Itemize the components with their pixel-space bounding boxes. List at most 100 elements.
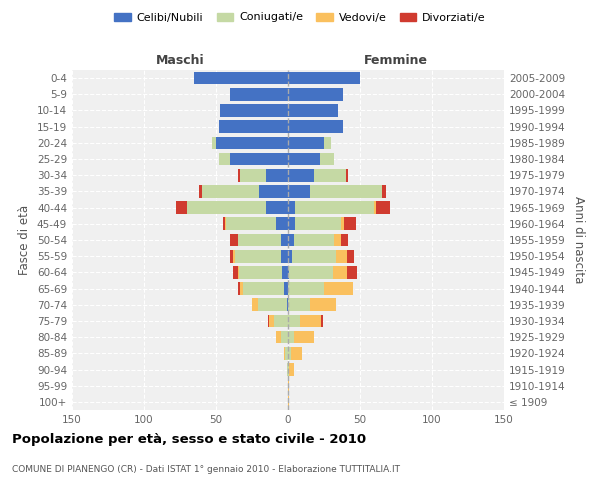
Bar [295, 202, 374, 214]
Bar [334, 234, 341, 246]
Bar [226, 218, 277, 230]
Bar [299, 314, 321, 328]
Bar [230, 88, 288, 101]
Bar [288, 396, 289, 408]
Bar [376, 202, 390, 214]
Bar [194, 72, 288, 85]
Bar [282, 266, 288, 278]
Y-axis label: Anni di nascita: Anni di nascita [572, 196, 585, 284]
Bar [288, 185, 310, 198]
Bar [288, 380, 289, 392]
Text: Popolazione per età, sesso e stato civile - 2010: Popolazione per età, sesso e stato civil… [12, 432, 366, 446]
Bar [288, 202, 295, 214]
Bar [176, 202, 187, 214]
Bar [266, 169, 288, 181]
Bar [321, 314, 323, 328]
Text: Maschi: Maschi [155, 54, 205, 68]
Bar [288, 347, 291, 360]
Bar [281, 331, 288, 344]
Bar [281, 234, 288, 246]
Bar [310, 298, 335, 311]
Bar [288, 266, 289, 278]
Bar [294, 234, 334, 246]
Bar [288, 314, 299, 328]
Bar [277, 218, 288, 230]
Bar [187, 202, 266, 214]
Bar [332, 266, 347, 278]
Bar [287, 298, 288, 311]
Bar [238, 282, 241, 295]
Bar [324, 282, 353, 295]
Bar [223, 218, 224, 230]
Bar [341, 218, 344, 230]
Bar [230, 234, 238, 246]
Bar [252, 298, 258, 311]
Bar [287, 363, 288, 376]
Bar [347, 266, 357, 278]
Text: Femmine: Femmine [364, 54, 428, 68]
Bar [314, 169, 346, 181]
Bar [259, 185, 288, 198]
Bar [288, 250, 292, 262]
Bar [284, 347, 285, 360]
Bar [382, 185, 386, 198]
Bar [288, 331, 294, 344]
Bar [233, 266, 238, 278]
Bar [212, 136, 216, 149]
Bar [344, 218, 356, 230]
Bar [241, 282, 244, 295]
Bar [239, 266, 282, 278]
Bar [274, 314, 288, 328]
Bar [288, 104, 338, 117]
Y-axis label: Fasce di età: Fasce di età [19, 205, 31, 275]
Legend: Celibi/Nubili, Coniugati/e, Vedovi/e, Divorziati/e: Celibi/Nubili, Coniugati/e, Vedovi/e, Di… [110, 8, 490, 27]
Bar [347, 250, 354, 262]
Bar [374, 202, 376, 214]
Bar [241, 169, 266, 181]
Bar [324, 136, 331, 149]
Bar [288, 152, 320, 166]
Bar [269, 314, 274, 328]
Bar [320, 152, 334, 166]
Bar [281, 250, 288, 262]
Bar [235, 250, 281, 262]
Bar [294, 331, 314, 344]
Bar [219, 120, 288, 133]
Bar [288, 136, 324, 149]
Bar [291, 347, 302, 360]
Bar [238, 266, 239, 278]
Bar [341, 234, 349, 246]
Bar [295, 218, 341, 230]
Bar [288, 169, 314, 181]
Bar [288, 72, 360, 85]
Bar [292, 250, 335, 262]
Bar [244, 282, 284, 295]
Bar [288, 218, 295, 230]
Bar [219, 152, 230, 166]
Bar [288, 298, 310, 311]
Bar [288, 234, 294, 246]
Text: COMUNE DI PIANENGO (CR) - Dati ISTAT 1° gennaio 2010 - Elaborazione TUTTITALIA.I: COMUNE DI PIANENGO (CR) - Dati ISTAT 1° … [12, 466, 400, 474]
Bar [216, 136, 288, 149]
Bar [230, 152, 288, 166]
Bar [335, 250, 347, 262]
Bar [233, 250, 235, 262]
Bar [199, 185, 202, 198]
Bar [230, 250, 233, 262]
Bar [288, 88, 343, 101]
Bar [346, 169, 349, 181]
Bar [288, 363, 289, 376]
Bar [268, 314, 269, 328]
Bar [238, 234, 281, 246]
Bar [258, 298, 287, 311]
Bar [238, 169, 241, 181]
Bar [289, 363, 294, 376]
Bar [285, 347, 288, 360]
Bar [202, 185, 259, 198]
Bar [289, 266, 332, 278]
Bar [224, 218, 226, 230]
Bar [220, 104, 288, 117]
Bar [288, 282, 324, 295]
Bar [266, 202, 288, 214]
Bar [310, 185, 382, 198]
